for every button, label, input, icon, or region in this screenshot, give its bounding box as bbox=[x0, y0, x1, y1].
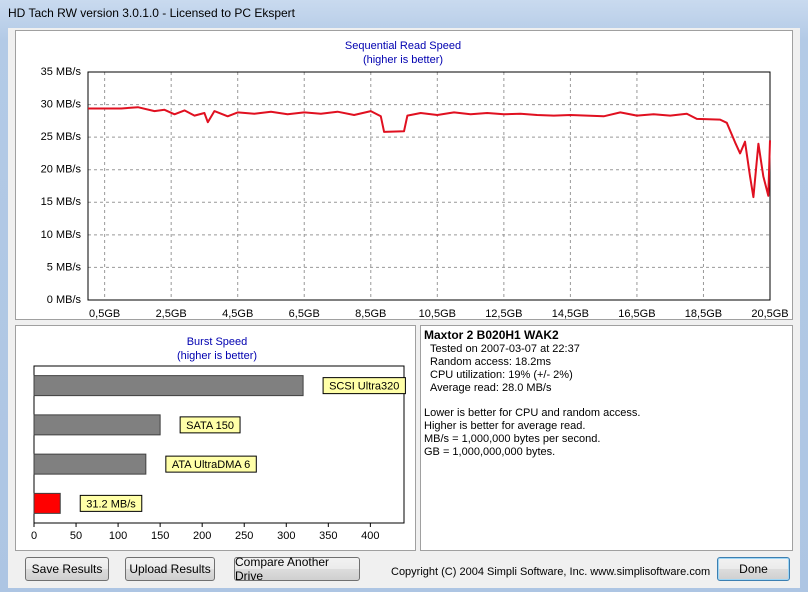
x-tick-label: 0 bbox=[31, 530, 37, 542]
x-tick-label: 250 bbox=[235, 530, 253, 542]
done-button[interactable]: Done bbox=[717, 557, 790, 581]
chart-title: Burst Speed bbox=[187, 336, 248, 348]
plot-frame bbox=[87, 71, 771, 301]
x-tick-label: 2,5GB bbox=[156, 308, 187, 320]
bar-label-box: ATA UltraDMA 6 bbox=[165, 455, 257, 473]
x-tick-label: 200 bbox=[193, 530, 211, 542]
x-tick-label: 12,5GB bbox=[485, 308, 522, 320]
y-tick-label: 35 MB/s bbox=[41, 66, 82, 78]
x-tick-label: 18,5GB bbox=[685, 308, 722, 320]
x-tick-label: 50 bbox=[70, 530, 82, 542]
plot-frame bbox=[33, 365, 405, 524]
x-tick-label: 100 bbox=[109, 530, 127, 542]
bar bbox=[33, 492, 61, 514]
y-tick-label: 25 MB/s bbox=[41, 131, 82, 143]
y-tick-label: 15 MB/s bbox=[41, 196, 82, 208]
x-tick-label: 0,5GB bbox=[89, 308, 120, 320]
x-tick-label: 20,5GB bbox=[751, 308, 788, 320]
y-tick-label: 30 MB/s bbox=[41, 98, 82, 110]
x-tick-label: 10,5GB bbox=[419, 308, 456, 320]
y-tick-label: 5 MB/s bbox=[47, 261, 82, 273]
drive-note: Higher is better for average read. bbox=[424, 420, 585, 432]
label-bg bbox=[322, 377, 406, 395]
drive-note: MB/s = 1,000,000 bytes per second. bbox=[424, 433, 600, 445]
label-bg bbox=[179, 416, 241, 434]
bar bbox=[33, 375, 304, 397]
bar-label-box: SATA 150 bbox=[179, 416, 241, 434]
burst-panel bbox=[15, 325, 416, 551]
drive-note: Lower is better for CPU and random acces… bbox=[424, 407, 640, 419]
drive-detail: Tested on 2007-03-07 at 22:37 bbox=[430, 343, 580, 355]
bar bbox=[33, 414, 161, 436]
read-speed-line bbox=[88, 106, 771, 199]
x-tick-label: 14,5GB bbox=[552, 308, 589, 320]
drive-note: GB = 1,000,000,000 bytes. bbox=[424, 446, 555, 458]
bar-label: SATA 150 bbox=[186, 420, 234, 432]
y-tick-label: 20 MB/s bbox=[41, 164, 82, 176]
save-button[interactable]: Save Results bbox=[25, 557, 109, 581]
bar-label-box: 31.2 MB/s bbox=[79, 494, 143, 512]
chart-subtitle: (higher is better) bbox=[177, 350, 257, 362]
label-bg bbox=[165, 455, 257, 473]
compare-button[interactable]: Compare Another Drive bbox=[234, 555, 360, 583]
drive-name: Maxtor 2 B020H1 WAK2 bbox=[424, 328, 559, 342]
upload-button[interactable]: Upload Results bbox=[125, 557, 215, 581]
x-tick-label: 150 bbox=[151, 530, 169, 542]
bar-label: 31.2 MB/s bbox=[86, 498, 136, 510]
x-tick-label: 8,5GB bbox=[355, 308, 386, 320]
seq-panel bbox=[15, 30, 793, 320]
bar-label-box: SCSI Ultra320 bbox=[322, 377, 406, 395]
window-title: HD Tach RW version 3.0.1.0 - Licensed to… bbox=[8, 6, 296, 20]
x-tick-label: 400 bbox=[361, 530, 379, 542]
label-bg bbox=[79, 494, 143, 512]
x-tick-label: 16,5GB bbox=[618, 308, 655, 320]
x-tick-label: 6,5GB bbox=[289, 308, 320, 320]
drive-detail: Average read: 28.0 MB/s bbox=[430, 382, 552, 394]
y-tick-label: 10 MB/s bbox=[41, 229, 82, 241]
bar bbox=[33, 453, 147, 475]
y-tick-label: 0 MB/s bbox=[47, 294, 82, 306]
x-tick-label: 350 bbox=[319, 530, 337, 542]
chart-subtitle: (higher is better) bbox=[363, 54, 443, 66]
bar-label: SCSI Ultra320 bbox=[329, 381, 399, 393]
drive-detail: Random access: 18.2ms bbox=[430, 356, 552, 368]
chart-title: Sequential Read Speed bbox=[345, 40, 461, 52]
x-tick-label: 300 bbox=[277, 530, 295, 542]
bar-label: ATA UltraDMA 6 bbox=[172, 459, 250, 471]
drive-detail: CPU utilization: 19% (+/- 2%) bbox=[430, 369, 573, 381]
info-panel bbox=[420, 325, 793, 551]
copyright: Copyright (C) 2004 Simpli Software, Inc.… bbox=[391, 566, 710, 578]
x-tick-label: 4,5GB bbox=[222, 308, 253, 320]
